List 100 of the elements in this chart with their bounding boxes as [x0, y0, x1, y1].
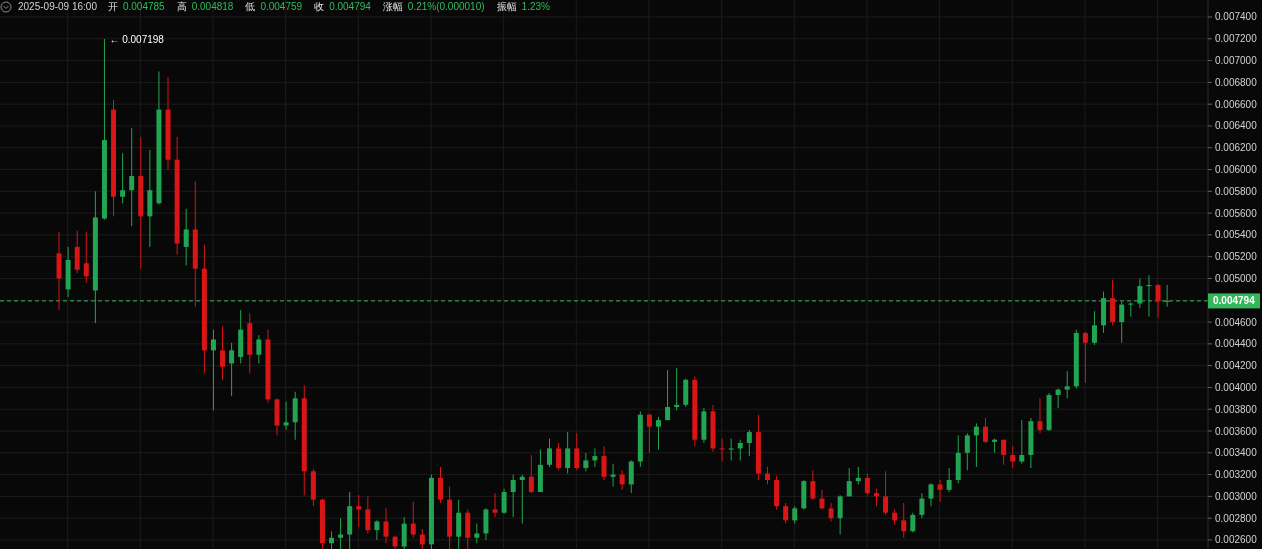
candlestick: [474, 523, 480, 544]
candlestick: [1164, 284, 1170, 308]
candlestick: [1019, 419, 1025, 465]
candlestick: [583, 452, 589, 472]
candlestick: [737, 439, 743, 461]
candlestick: [910, 512, 916, 533]
candlestick: [1119, 300, 1125, 344]
candlestick: [338, 517, 344, 549]
candlestick: [401, 516, 407, 549]
candlestick: [982, 417, 988, 444]
y-tick-label: 0.005000: [1215, 272, 1258, 284]
candlestick: [919, 492, 925, 519]
candlestick: [438, 466, 444, 504]
y-tick-label: 0.004000: [1215, 381, 1258, 393]
candlestick: [283, 401, 289, 431]
annotation: 收: [314, 1, 325, 13]
candlestick: [901, 502, 907, 539]
y-tick-label: 0.002600: [1215, 534, 1258, 546]
candlestick: [837, 494, 843, 536]
y-tick-label: 0.006400: [1215, 120, 1258, 132]
candlestick: [846, 467, 852, 497]
candlestick: [864, 473, 870, 496]
candlestick: [1137, 277, 1143, 309]
y-tick-label: 0.005800: [1215, 185, 1258, 197]
candlestick: [719, 438, 725, 463]
candlestick: [783, 502, 789, 525]
candlestick: [229, 342, 235, 397]
annotation: 高: [176, 1, 187, 13]
candlestick: [292, 391, 298, 441]
candlestick: [1155, 283, 1161, 319]
candlestick: [556, 442, 562, 471]
annotation: 2025-09-09 16:00: [18, 1, 97, 13]
candlestick: [1146, 274, 1152, 318]
candlestick: [419, 528, 425, 549]
y-tick-label: 0.002800: [1215, 512, 1258, 524]
candlestick: [646, 413, 652, 454]
candlestick: [819, 489, 825, 510]
candlestick: [674, 367, 680, 411]
annotation: 开: [107, 1, 118, 13]
candlestick: [220, 325, 226, 381]
candlestick: [356, 494, 362, 528]
candlestick: [519, 474, 525, 525]
annotation: 涨幅: [382, 1, 403, 13]
candlestick: [1128, 301, 1134, 318]
candlestick: [383, 507, 389, 544]
y-tick-label: 0.006600: [1215, 98, 1258, 110]
y-tick-label: 0.006800: [1215, 76, 1258, 88]
candlestick: [365, 495, 371, 534]
candlestick: [1010, 445, 1016, 469]
candlestick: [256, 334, 262, 364]
candlestick: [510, 474, 516, 518]
candlestick: [528, 454, 534, 494]
candlestick: [183, 208, 189, 266]
y-tick-label: 0.003000: [1215, 490, 1258, 502]
candlestick: [946, 467, 952, 493]
candlestick: [1055, 388, 1061, 409]
candlestick: [928, 482, 934, 507]
candlestick: [565, 431, 571, 474]
candlestick: [1091, 310, 1097, 346]
y-tick-label: 0.005200: [1215, 251, 1258, 263]
candlestick: [937, 479, 943, 503]
candlestick: [410, 501, 416, 539]
candlestick: [746, 429, 752, 457]
y-tick-label: 0.006000: [1215, 164, 1258, 176]
candlestick: [456, 499, 462, 549]
y-tick-label: 0.007000: [1215, 55, 1258, 67]
candlestick: [374, 519, 380, 541]
candlestick: [501, 488, 507, 515]
candlestick: [973, 422, 979, 468]
candlestick: [210, 329, 216, 411]
y-tick-label: 0.003600: [1215, 425, 1258, 437]
candlestick: [810, 469, 816, 501]
candlestick: [547, 438, 552, 468]
candlestick: [120, 152, 126, 204]
candlestick: [1001, 439, 1007, 466]
candlestick: [574, 432, 580, 471]
candlestick: [592, 447, 598, 468]
candlestick: [74, 230, 80, 274]
annotation: 低: [245, 1, 256, 13]
annotation: 1.23%: [521, 1, 550, 13]
candlestick: [964, 432, 970, 471]
annotation: 0.21%(0.000010): [407, 1, 485, 13]
candlestick: [1082, 331, 1088, 384]
y-tick-label: 0.005600: [1215, 207, 1258, 219]
candlestick: [492, 492, 498, 518]
y-tick-label: 0.006200: [1215, 142, 1258, 154]
annotation: 0.004794: [329, 1, 371, 13]
y-tick-label: 0.007400: [1215, 11, 1258, 23]
y-tick-label: 0.003800: [1215, 403, 1258, 415]
candlestick: [1064, 370, 1070, 399]
candlestick: [665, 369, 671, 421]
y-tick-label: 0.004600: [1215, 316, 1258, 328]
annotation: 0.004785: [122, 1, 165, 13]
y-tick-label: 0.004400: [1215, 338, 1258, 350]
candlestick: [619, 469, 625, 491]
candlestick: [728, 438, 734, 461]
candlestick: [83, 231, 89, 284]
candlestick: [828, 502, 834, 522]
candlestick: [1110, 279, 1116, 326]
candlestick: [129, 127, 135, 227]
